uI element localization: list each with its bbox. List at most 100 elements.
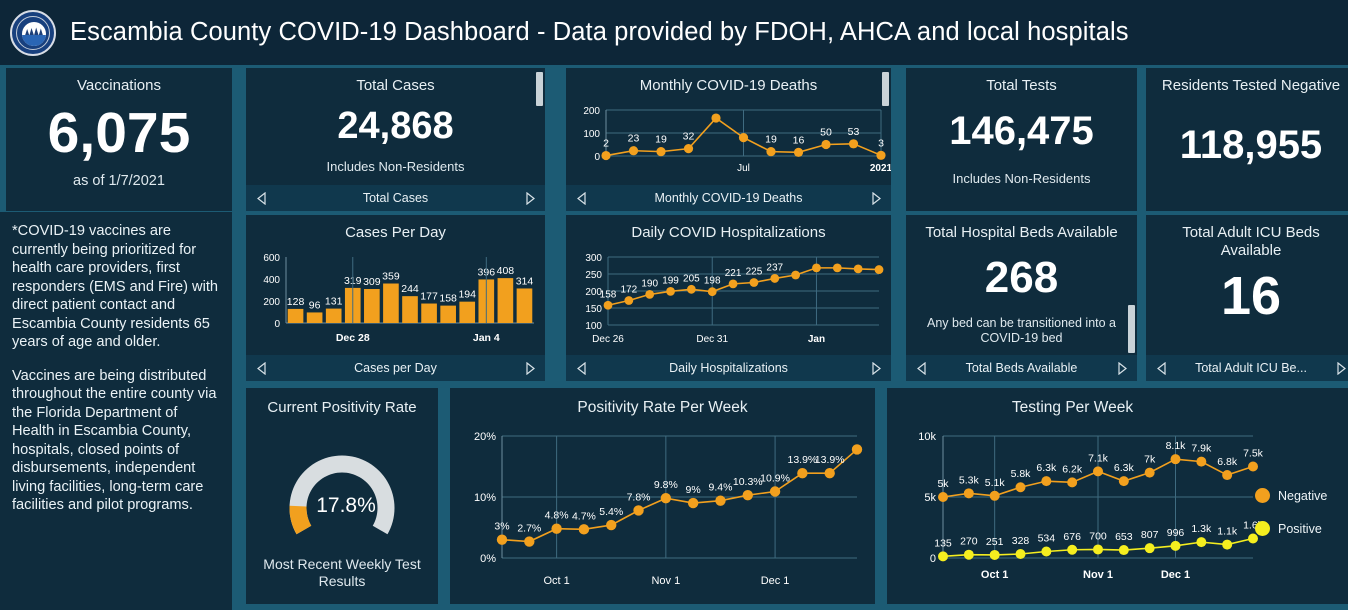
svg-text:996: 996 — [1167, 527, 1185, 539]
svg-text:19: 19 — [765, 134, 777, 146]
current-positivity-title: Current Positivity Rate — [267, 399, 417, 416]
svg-text:9.4%: 9.4% — [708, 482, 732, 494]
scrollbar-thumb[interactable] — [536, 72, 543, 106]
svg-text:19: 19 — [655, 134, 667, 146]
svg-text:10.3%: 10.3% — [733, 476, 763, 488]
daily-hospitalizations-footer-label: Daily Hospitalizations — [669, 361, 788, 375]
positivity-per-week-title: Positivity Rate Per Week — [577, 399, 748, 416]
svg-text:3: 3 — [878, 137, 884, 149]
card-vaccinations[interactable]: Vaccinations 6,075 as of 1/7/2021 — [6, 68, 232, 211]
svg-text:53: 53 — [848, 126, 860, 138]
svg-text:9.8%: 9.8% — [654, 479, 678, 491]
svg-text:Dec 28: Dec 28 — [336, 332, 370, 344]
scrollbar-thumb[interactable] — [882, 72, 889, 106]
svg-text:9%: 9% — [686, 484, 701, 496]
svg-text:244: 244 — [401, 283, 419, 295]
svg-text:Jul: Jul — [737, 163, 750, 174]
svg-text:5k: 5k — [924, 492, 936, 504]
card-total-cases[interactable]: Total Cases 24,868 Includes Non-Resident… — [246, 68, 545, 211]
svg-text:7.5k: 7.5k — [1243, 448, 1264, 460]
testing-per-week-title: Testing Per Week — [1011, 399, 1134, 416]
svg-text:0: 0 — [274, 319, 280, 330]
svg-text:359: 359 — [382, 271, 400, 283]
prev-arrow-icon[interactable] — [254, 360, 268, 376]
svg-text:Dec 1: Dec 1 — [761, 575, 790, 587]
card-tested-negative[interactable]: Residents Tested Negative 118,955 — [1146, 68, 1348, 211]
total-cases-note: Includes Non-Residents — [326, 158, 465, 174]
card-hospital-beds[interactable]: Total Hospital Beds Available 268 Any be… — [906, 215, 1137, 381]
svg-text:270: 270 — [960, 536, 978, 548]
daily-hospitalizations-footer: Daily Hospitalizations — [566, 355, 891, 381]
svg-text:4.8%: 4.8% — [545, 510, 569, 522]
card-monthly-deaths[interactable]: Monthly COVID-19 Deaths 0 100 200 Jul 2021 2 2… — [566, 68, 891, 211]
card-positivity-per-week[interactable]: Positivity Rate Per Week 0% 10% 20% Oct 1 No… — [450, 388, 875, 604]
prev-arrow-icon[interactable] — [254, 190, 268, 206]
svg-text:8.1k: 8.1k — [1166, 440, 1187, 452]
svg-text:676: 676 — [1063, 531, 1081, 543]
cases-per-day-footer-label: Cases per Day — [354, 361, 437, 375]
svg-text:Dec 31: Dec 31 — [696, 334, 728, 345]
prev-arrow-icon[interactable] — [574, 190, 588, 206]
card-icu-beds[interactable]: Total Adult ICU Beds Available 16 Total … — [1146, 215, 1348, 381]
next-arrow-icon[interactable] — [869, 360, 883, 376]
svg-text:172: 172 — [621, 285, 638, 296]
monthly-deaths-chart: 0 100 200 Jul 2021 2 23 19 32 19 16 50 53 3 — [583, 106, 891, 174]
escambia-county-seal-icon — [10, 9, 56, 56]
legend-label-positive: Positive — [1278, 521, 1322, 536]
total-cases-title: Total Cases — [356, 77, 435, 94]
svg-text:16: 16 — [793, 134, 805, 146]
next-arrow-icon[interactable] — [523, 360, 537, 376]
svg-text:190: 190 — [641, 278, 658, 289]
legend-swatch-positive — [1255, 521, 1270, 536]
next-arrow-icon[interactable] — [1334, 360, 1348, 376]
legend-item-negative[interactable]: Negative — [1255, 488, 1327, 503]
next-arrow-icon[interactable] — [869, 190, 883, 206]
svg-text:0: 0 — [594, 152, 600, 163]
svg-text:328: 328 — [1012, 535, 1030, 547]
svg-text:5.3k: 5.3k — [959, 474, 980, 486]
svg-text:225: 225 — [746, 267, 763, 278]
svg-text:534: 534 — [1038, 532, 1056, 544]
svg-text:7.8%: 7.8% — [627, 491, 651, 503]
icu-beds-footer-label: Total Adult ICU Be... — [1195, 361, 1307, 375]
card-current-positivity[interactable]: Current Positivity Rate 17.8% Most Recen… — [246, 388, 438, 604]
svg-text:205: 205 — [683, 273, 700, 284]
card-cases-per-day[interactable]: Cases Per Day 0 200 400 600 128 96 131 319 309 35… — [246, 215, 545, 381]
next-arrow-icon[interactable] — [523, 190, 537, 206]
svg-text:20%: 20% — [474, 431, 496, 443]
svg-text:250: 250 — [585, 270, 602, 281]
svg-text:314: 314 — [516, 275, 534, 287]
svg-text:400: 400 — [263, 275, 280, 286]
svg-text:13.9%: 13.9% — [815, 454, 845, 466]
svg-text:5.8k: 5.8k — [1011, 468, 1032, 480]
prev-arrow-icon[interactable] — [914, 360, 928, 376]
total-cases-footer: Total Cases — [246, 185, 545, 211]
svg-text:2.7%: 2.7% — [517, 523, 541, 535]
vaccinations-note: as of 1/7/2021 — [73, 172, 165, 189]
svg-text:150: 150 — [585, 304, 602, 315]
monthly-deaths-footer-label: Monthly COVID-19 Deaths — [654, 191, 803, 205]
scrollbar-thumb[interactable] — [1128, 305, 1135, 353]
svg-text:700: 700 — [1089, 530, 1107, 542]
card-daily-hospitalizations[interactable]: Daily COVID Hospitalizations 100 150 200 25… — [566, 215, 891, 381]
svg-text:300: 300 — [585, 253, 602, 264]
next-arrow-icon[interactable] — [1115, 360, 1129, 376]
prev-arrow-icon[interactable] — [574, 360, 588, 376]
info-paragraph-1: *COVID-19 vaccines are currently being p… — [12, 223, 219, 351]
vaccinations-title: Vaccinations — [77, 77, 161, 94]
svg-text:0: 0 — [930, 553, 936, 565]
prev-arrow-icon[interactable] — [1154, 360, 1168, 376]
svg-text:96: 96 — [309, 299, 321, 311]
app-header: Escambia County COVID-19 Dashboard - Dat… — [0, 0, 1348, 65]
monthly-deaths-footer: Monthly COVID-19 Deaths — [566, 185, 891, 211]
svg-text:Oct 1: Oct 1 — [981, 569, 1009, 581]
card-testing-per-week[interactable]: Testing Per Week 0 5k 10k Oct 1 Nov 1 Dec 1 5k… — [887, 388, 1348, 604]
svg-text:100: 100 — [583, 129, 600, 140]
total-cases-footer-label: Total Cases — [362, 191, 429, 205]
card-total-tests[interactable]: Total Tests 146,475 Includes Non-Residen… — [906, 68, 1137, 211]
svg-text:6.8k: 6.8k — [1217, 456, 1238, 468]
svg-text:2: 2 — [603, 138, 609, 150]
icu-beds-footer: Total Adult ICU Be... — [1146, 355, 1348, 381]
svg-text:7.9k: 7.9k — [1191, 443, 1212, 455]
legend-item-positive[interactable]: Positive — [1255, 521, 1327, 536]
